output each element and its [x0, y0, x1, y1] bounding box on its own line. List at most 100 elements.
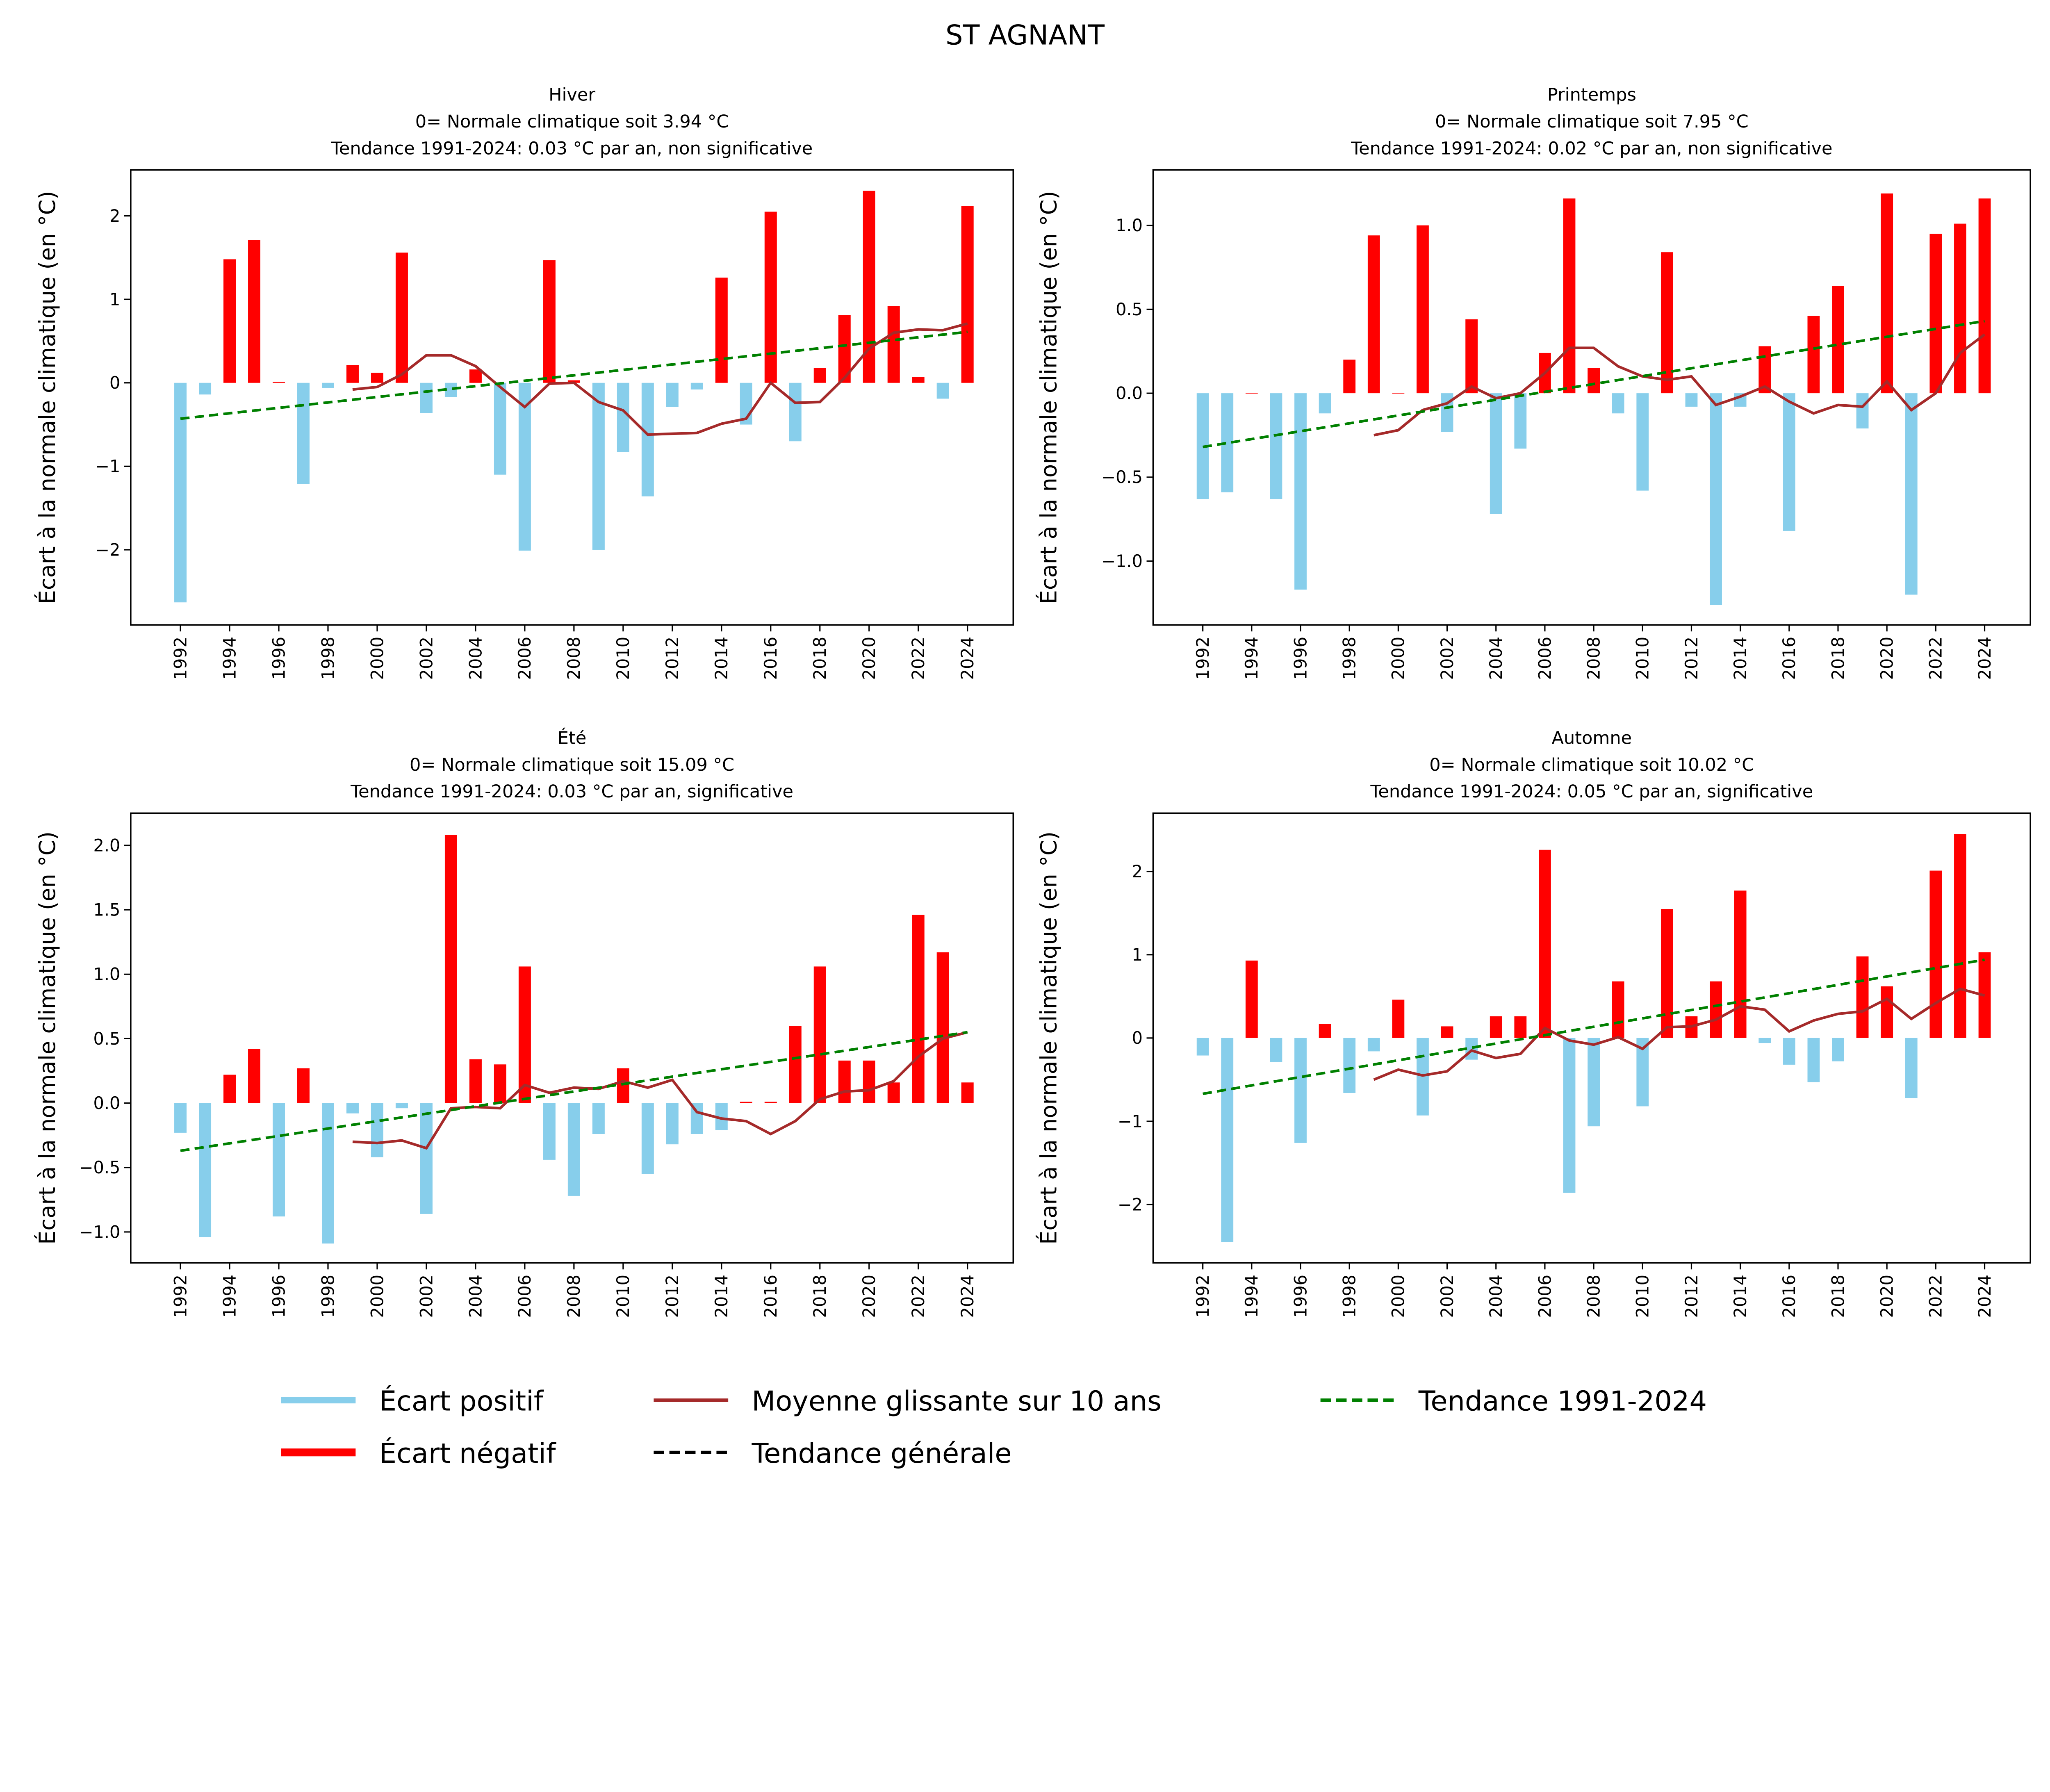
bar-2020: [863, 191, 875, 383]
bar-2000: [371, 373, 383, 383]
bar-2015: [1758, 1038, 1771, 1043]
bar-2005: [1514, 1016, 1527, 1038]
bar-2009: [592, 383, 605, 550]
x-tick-label: 1994: [220, 1275, 239, 1318]
x-tick-label: 2018: [1828, 1275, 1848, 1318]
x-tick-label: 2006: [515, 637, 535, 680]
bar-2003: [444, 835, 457, 1103]
x-tick-label: 1996: [1291, 637, 1310, 680]
x-tick-label: 2002: [417, 637, 436, 680]
subplot-ete: Été 0= Normale climatique soit 15.09 °C Te…: [34, 727, 1014, 1318]
x-tick-label: 2006: [1535, 637, 1555, 680]
figure-title: ST AGNANT: [945, 19, 1105, 51]
subplot-automne: Automne 0= Normale climatique soit 10.02 …: [1036, 728, 2031, 1318]
bar-1995: [248, 240, 261, 383]
x-tick-label: 2014: [1731, 1275, 1750, 1318]
bar-2009: [1612, 393, 1624, 414]
bar-2024: [961, 1082, 974, 1103]
bar-2001: [395, 253, 408, 383]
bar-1996: [273, 1103, 285, 1217]
x-tick-label: 2012: [663, 1275, 682, 1318]
bar-2000: [371, 1103, 383, 1157]
bar-2005: [494, 1064, 506, 1103]
bar-1995: [1270, 1038, 1282, 1062]
bar-2020: [863, 1060, 875, 1103]
y-tick-label: 0.0: [1116, 383, 1143, 403]
bar-1997: [1319, 393, 1331, 414]
x-tick-label: 2020: [1877, 1275, 1897, 1318]
bar-1994: [223, 259, 236, 383]
x-tick-label: 1996: [269, 1275, 289, 1318]
y-tick-label: 0: [1132, 1028, 1143, 1048]
bar-2019: [838, 1060, 851, 1103]
bar-2010: [617, 383, 629, 452]
y-tick-label: −0.5: [79, 1158, 121, 1177]
bar-2021: [1905, 393, 1918, 595]
bar-2000: [1392, 393, 1405, 394]
bar-2000: [1392, 1000, 1405, 1038]
subplot-title-line: Tendance 1991-2024: 0.03 °C par an, sign…: [350, 781, 793, 802]
bar-2011: [641, 1103, 654, 1174]
bar-1998: [321, 383, 334, 388]
bar-2009: [592, 1103, 605, 1134]
y-tick-label: 2: [1132, 862, 1143, 881]
y-tick-label: 0.5: [93, 1029, 120, 1049]
subplots: Hiver 0= Normale climatique soit 3.94 °C T…: [34, 85, 2031, 1318]
x-tick-label: 2010: [1633, 1275, 1653, 1318]
x-tick-label: 2004: [466, 637, 485, 680]
subplot-title-line: 0= Normale climatique soit 10.02 °C: [1429, 755, 1754, 775]
x-tick-label: 1992: [1193, 1275, 1213, 1318]
x-tick-label: 1992: [171, 1275, 190, 1318]
bar-2005: [1514, 393, 1527, 449]
y-tick-label: 0: [109, 373, 120, 393]
bar-2011: [641, 383, 654, 496]
subplot-title-line: Automne: [1552, 728, 1632, 748]
y-axis-label: Écart à la normale climatique (en °C): [34, 191, 60, 604]
bar-2010: [617, 1068, 629, 1103]
y-tick-label: −1.0: [79, 1222, 121, 1242]
bar-2018: [1832, 286, 1844, 394]
x-tick-label: 2000: [367, 637, 387, 680]
y-tick-label: 0.0: [93, 1093, 120, 1113]
bar-2020: [1881, 986, 1893, 1038]
bar-2024: [961, 206, 974, 383]
bar-1994: [223, 1075, 236, 1103]
x-tick-label: 2010: [613, 1275, 633, 1318]
bar-2009: [1612, 981, 1624, 1038]
bar-2002: [420, 383, 433, 413]
x-tick-label: 2016: [761, 637, 781, 680]
bar-2004: [469, 369, 482, 383]
bar-2006: [1539, 849, 1551, 1038]
bar-2021: [887, 1082, 900, 1103]
y-tick-label: −1: [1118, 1111, 1143, 1131]
bar-1998: [1343, 360, 1356, 394]
subplot-title-line: Printemps: [1547, 85, 1636, 105]
x-tick-label: 2010: [613, 637, 633, 680]
legend: Écart positif Écart négatif Moyenne glissa…: [281, 1385, 1707, 1469]
x-tick-label: 2014: [1731, 637, 1750, 680]
x-tick-label: 2014: [712, 637, 731, 680]
bar-2021: [1905, 1038, 1918, 1098]
x-tick-label: 2024: [958, 1275, 977, 1318]
x-tick-label: 2010: [1633, 637, 1653, 680]
bar-2003: [1465, 1038, 1478, 1060]
bar-2018: [813, 966, 826, 1103]
bar-2004: [469, 1059, 482, 1103]
bar-2002: [420, 1103, 433, 1214]
x-tick-label: 2002: [1437, 1275, 1457, 1318]
bar-2019: [1856, 393, 1869, 429]
bar-2017: [1807, 1038, 1820, 1082]
bar-2018: [813, 368, 826, 383]
bar-1994: [1245, 393, 1258, 394]
bar-1999: [346, 365, 359, 383]
bar-1996: [1294, 1038, 1307, 1143]
subplot-hiver: Hiver 0= Normale climatique soit 3.94 °C T…: [34, 85, 1014, 680]
x-tick-label: 2008: [564, 637, 584, 680]
x-tick-label: 2004: [1486, 1275, 1506, 1318]
bar-1999: [1367, 235, 1380, 394]
x-tick-label: 1998: [1340, 1275, 1360, 1318]
x-tick-label: 1992: [171, 637, 190, 680]
trend-line: [180, 330, 968, 420]
bar-2022: [1929, 870, 1942, 1038]
bar-2013: [1710, 393, 1722, 605]
